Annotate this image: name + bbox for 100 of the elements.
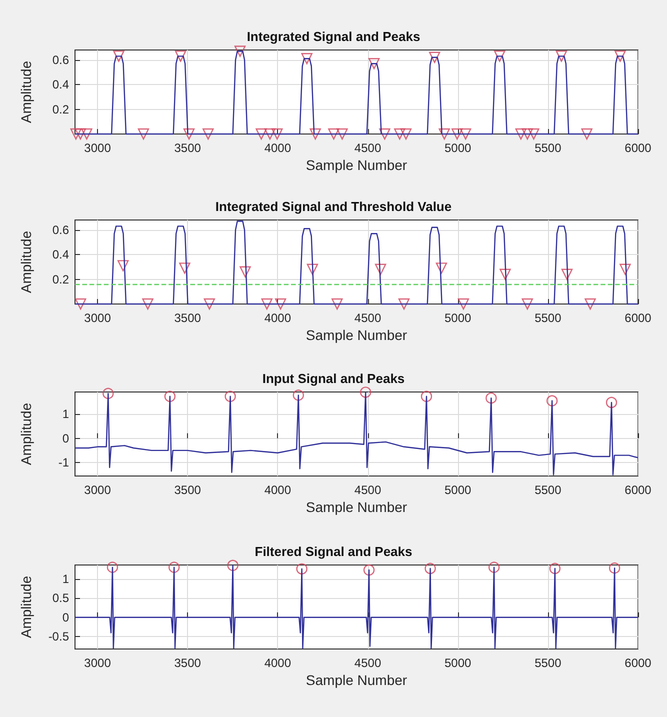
point: [204, 298, 215, 310]
point: [234, 46, 246, 57]
x-tick-label: 4000: [264, 311, 292, 325]
point: [332, 298, 343, 310]
x-tick-label: 4000: [264, 656, 292, 670]
x-tick-label: 6000: [624, 483, 652, 497]
x-axis-title: Sample Number: [306, 157, 408, 173]
point: [70, 128, 82, 140]
point: [452, 128, 463, 140]
point: [614, 50, 626, 62]
point: [164, 390, 176, 402]
point: [301, 53, 312, 64]
point: [429, 52, 440, 64]
point: [438, 128, 450, 140]
point: [264, 128, 276, 140]
point: [240, 266, 251, 278]
point: [436, 262, 448, 274]
x-axis-title: Sample Number: [306, 327, 408, 343]
y-axis-title: Amplitude: [18, 60, 34, 124]
y-tick-label: 0.2: [52, 272, 70, 286]
x-tick-label: 3500: [174, 483, 202, 497]
x-tick-label: 3000: [84, 141, 112, 155]
point: [620, 264, 631, 276]
x-tick-label: 6000: [624, 141, 652, 155]
point: [224, 390, 236, 402]
x-tick-label: 5000: [444, 141, 472, 155]
x-tick-label: 3500: [174, 141, 202, 155]
point: [310, 128, 321, 140]
x-tick-label: 4500: [354, 141, 382, 155]
point: [398, 298, 410, 310]
point: [292, 390, 304, 401]
point: [360, 386, 372, 398]
y-tick-label: 0.2: [52, 102, 70, 116]
point: [113, 50, 124, 62]
point: [420, 390, 432, 402]
point: [561, 268, 573, 280]
point: [272, 128, 283, 140]
chart-title: Integrated Signal and Threshold Value: [215, 199, 452, 214]
point: [556, 50, 568, 62]
y-tick-label: -1: [58, 456, 70, 470]
point: [328, 128, 340, 140]
point: [306, 264, 318, 276]
point: [394, 128, 406, 140]
y-tick-label: 0.4: [52, 78, 70, 92]
point: [584, 298, 596, 310]
line-series: [74, 564, 639, 649]
y-tick-label: -0.5: [48, 630, 70, 644]
chart-title: Integrated Signal and Peaks: [246, 29, 420, 44]
point: [256, 128, 267, 140]
point: [500, 268, 511, 280]
point: [118, 260, 129, 272]
x-tick-label: 3500: [174, 656, 202, 670]
point: [74, 128, 86, 140]
y-tick-label: 0.4: [52, 248, 70, 262]
line-series: [74, 392, 639, 476]
x-axis-title: Sample Number: [306, 672, 408, 688]
y-tick-label: 0.6: [52, 52, 70, 67]
point: [486, 392, 497, 404]
point: [274, 298, 286, 310]
point: [522, 298, 533, 310]
x-tick-label: 3000: [84, 656, 112, 670]
y-tick-label: 0.5: [52, 591, 70, 606]
x-tick-label: 5000: [444, 311, 472, 325]
point: [606, 396, 618, 408]
point: [400, 128, 412, 140]
x-tick-label: 6000: [624, 311, 652, 325]
point: [460, 128, 472, 140]
x-tick-label: 5500: [534, 141, 562, 155]
x-tick-label: 3000: [84, 311, 112, 325]
x-tick-label: 4500: [354, 656, 382, 670]
point: [374, 264, 386, 276]
point: [142, 298, 154, 310]
x-tick-label: 4000: [264, 483, 292, 497]
point: [528, 128, 540, 140]
point: [368, 58, 380, 70]
point: [261, 298, 272, 310]
point: [379, 128, 390, 140]
point: [179, 262, 190, 274]
chart-title: Filtered Signal and Peaks: [254, 544, 412, 559]
y-tick-label: 1: [62, 572, 70, 586]
x-tick-label: 4500: [354, 483, 382, 497]
y-tick-label: 0: [62, 610, 70, 624]
x-tick-label: 4000: [264, 141, 292, 155]
point: [522, 128, 533, 140]
point: [183, 128, 195, 140]
point: [202, 128, 214, 140]
y-axis-title: Amplitude: [18, 402, 34, 466]
x-tick-label: 5500: [534, 656, 562, 670]
x-tick-label: 4500: [354, 311, 382, 325]
point: [138, 128, 150, 140]
x-tick-label: 3000: [84, 483, 112, 497]
x-tick-label: 5000: [444, 656, 472, 670]
y-tick-label: 1: [62, 406, 70, 421]
point: [336, 128, 348, 140]
x-tick-label: 6000: [624, 656, 652, 670]
point: [546, 395, 558, 406]
point: [581, 128, 592, 140]
x-tick-label: 5500: [534, 311, 562, 325]
point: [494, 50, 506, 62]
point: [515, 128, 526, 140]
